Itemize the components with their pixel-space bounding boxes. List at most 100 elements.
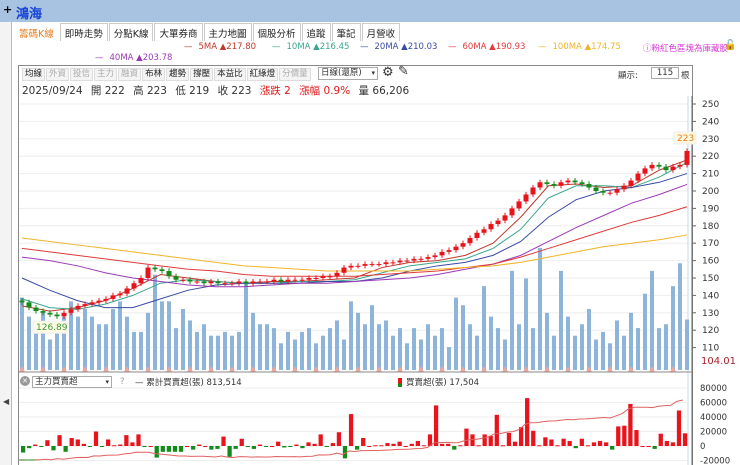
candle-body xyxy=(159,269,165,272)
candle-body xyxy=(614,189,620,193)
volume-bar xyxy=(454,297,458,370)
volume-bar xyxy=(307,328,311,370)
volume-bar xyxy=(496,328,500,370)
tab-8[interactable]: 月營收 xyxy=(361,23,401,41)
volume-bar xyxy=(328,328,332,370)
net-buy-bar xyxy=(233,446,238,449)
sub-y-tick-label: 0 xyxy=(700,442,705,452)
toolbar-button[interactable]: 趨勢 xyxy=(166,68,190,81)
candle-body xyxy=(425,257,431,259)
candle-body xyxy=(537,182,543,188)
toolbar-button[interactable]: 融資 xyxy=(118,68,142,81)
net-buy-bar xyxy=(63,446,68,452)
candle-body xyxy=(432,255,438,258)
info-low: 低 219 xyxy=(175,85,210,97)
signal-marker xyxy=(607,366,613,372)
volume-bar xyxy=(447,347,451,370)
show-count-input[interactable]: 115 xyxy=(651,67,679,79)
tab-4[interactable]: 主力地圖 xyxy=(203,23,252,41)
toolbar-button[interactable]: 均線 xyxy=(22,68,46,81)
tab-1[interactable]: 即時走勢 xyxy=(59,23,108,41)
volume-bar xyxy=(629,312,633,370)
net-buy-bar xyxy=(118,444,123,446)
ma-legend-item: — 40MA ▲203.78 xyxy=(95,53,172,63)
signal-marker xyxy=(271,366,277,372)
net-buy-bar xyxy=(148,446,153,447)
signal-marker xyxy=(460,366,466,372)
toolbar-button[interactable]: 分價量 xyxy=(279,68,311,81)
net-buy-bar xyxy=(652,446,657,449)
candle-body xyxy=(656,164,662,167)
gear-icon[interactable]: ⚙ xyxy=(382,65,394,80)
signal-marker xyxy=(166,366,172,372)
toolbar-button[interactable]: 主力 xyxy=(94,68,118,81)
ma-line-40MA xyxy=(21,183,688,288)
help-icon[interactable]: ? xyxy=(120,377,125,387)
candle-body xyxy=(495,220,501,225)
collapse-left-icon[interactable]: ◀ xyxy=(3,397,10,406)
signal-marker xyxy=(565,366,571,372)
net-buy-bar xyxy=(33,444,38,446)
candle-body xyxy=(439,251,445,256)
toolbar-button[interactable]: 投信 xyxy=(70,68,94,81)
y-tick-label: 150 xyxy=(702,274,719,284)
volume-bar xyxy=(188,320,192,370)
candle-body xyxy=(383,262,389,265)
period-select[interactable]: 日線(還原) ▾ xyxy=(318,67,378,80)
candle-body xyxy=(250,281,256,284)
volume-bar xyxy=(517,324,521,370)
signal-marker xyxy=(418,366,424,372)
volume-bar xyxy=(622,335,626,370)
volume-bar xyxy=(412,328,416,370)
net-buy-bar xyxy=(239,438,244,446)
tab-6[interactable]: 追蹤 xyxy=(301,23,331,41)
net-buy-bar xyxy=(160,446,165,452)
left-panel xyxy=(0,0,12,465)
volume-bar xyxy=(27,316,31,370)
unlock-icon[interactable]: 🔓 xyxy=(724,40,737,51)
candle-body xyxy=(516,201,522,209)
tab-3[interactable]: 大單券商 xyxy=(154,23,203,41)
y-tick-label: 140 xyxy=(702,291,719,301)
candle-body xyxy=(348,265,354,268)
candle-body xyxy=(663,166,669,171)
candle-body xyxy=(481,229,487,233)
toolbar-button[interactable]: 外資 xyxy=(46,68,70,81)
toolbar-button[interactable]: 本益比 xyxy=(214,68,246,81)
ma-legend-label: 5MA ▲217.80 xyxy=(198,42,257,52)
candle-body xyxy=(404,260,410,262)
volume-bar xyxy=(503,339,507,370)
volume-bar xyxy=(265,324,269,370)
ma-legend-item: — 10MA ▲216.45 xyxy=(272,42,349,52)
net-buy-bar xyxy=(300,446,305,449)
toolbar-button[interactable]: 撐壓 xyxy=(190,68,214,81)
candle-body xyxy=(341,267,347,273)
signal-marker xyxy=(376,366,382,372)
toolbar-button[interactable]: 紅綠燈 xyxy=(246,68,279,81)
sub-indicator-select[interactable]: 主力買賣超 ▾ xyxy=(32,376,112,388)
close-icon[interactable]: ✕ xyxy=(20,376,30,386)
volume-bar xyxy=(230,335,234,370)
tab-2[interactable]: 分點K線 xyxy=(108,23,154,41)
net-buy-bar xyxy=(81,443,86,446)
candle-body xyxy=(586,184,592,188)
toolbar-button[interactable]: 布林 xyxy=(142,68,166,81)
net-buy-bar xyxy=(488,435,493,446)
net-buy-bar xyxy=(318,434,323,446)
net-buy-bar xyxy=(628,403,633,446)
indicator-toolbar: 均線 外資 投信 主力 融資 布林 趨勢 撐壓 本益比 紅綠燈 分價量 xyxy=(22,68,312,81)
candle-body xyxy=(68,309,74,313)
candle-body xyxy=(551,184,557,186)
volume-bar xyxy=(426,324,430,370)
pencil-icon[interactable]: ✎ xyxy=(398,64,409,79)
net-buy-bar xyxy=(476,445,481,447)
net-buy-bar xyxy=(184,446,190,447)
volume-bar xyxy=(573,335,577,370)
tab-7[interactable]: 筆記 xyxy=(331,23,361,41)
tab-0[interactable]: 籌碼K線 xyxy=(14,23,59,41)
signal-marker xyxy=(523,366,529,372)
add-button[interactable]: + xyxy=(3,3,13,16)
tab-5[interactable]: 個股分析 xyxy=(252,23,301,41)
volume-bar xyxy=(468,324,472,370)
